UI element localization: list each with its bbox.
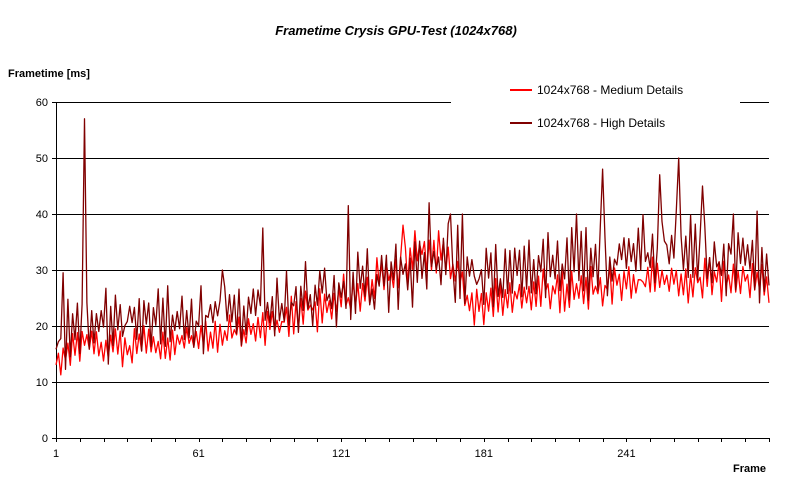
x-tick-labels: 1 61 121 181 241 xyxy=(53,448,636,460)
chart-title: Frametime Crysis GPU-Test (1024x768) xyxy=(275,23,517,38)
y-tick-label: 20 xyxy=(36,321,48,333)
legend-label-1: 1024x768 - Medium Details xyxy=(537,83,683,97)
series-line-2 xyxy=(55,118,770,371)
y-tick-label: 50 xyxy=(36,153,48,165)
y-axis-label: Frametime [ms] xyxy=(8,68,90,80)
x-tick-label: 121 xyxy=(332,448,350,460)
y-tick-label: 40 xyxy=(36,209,48,221)
y-tick-labels: 0 10 20 30 40 50 60 xyxy=(36,97,48,445)
y-tick-label: 30 xyxy=(36,265,48,277)
x-tick-label: 181 xyxy=(475,448,493,460)
series-line-1 xyxy=(55,224,770,376)
x-tick-label: 61 xyxy=(192,448,204,460)
axes xyxy=(56,102,770,442)
x-tick-label: 1 xyxy=(53,448,59,460)
y-tick-label: 0 xyxy=(42,433,48,445)
y-tick-label: 10 xyxy=(36,377,48,389)
x-tick-label: 241 xyxy=(617,448,635,460)
series-lines xyxy=(55,118,770,376)
legend: 1024x768 - Medium Details 1024x768 - High… xyxy=(510,83,683,130)
y-tick-label: 60 xyxy=(36,97,48,109)
legend-label-2: 1024x768 - High Details xyxy=(537,116,665,130)
x-axis-label: Frame xyxy=(733,463,766,475)
